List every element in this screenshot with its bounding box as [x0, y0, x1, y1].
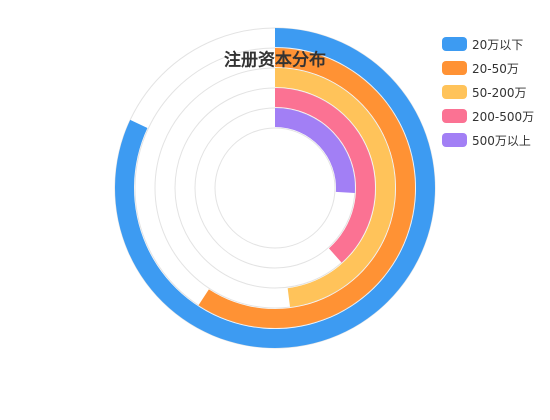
legend-swatch	[442, 61, 467, 75]
chart-legend: 20万以下 20-50万 50-200万 200-500万 500万以上	[442, 32, 534, 152]
bar-5[interactable]	[275, 108, 355, 194]
legend-item-4[interactable]: 200-500万	[442, 104, 534, 128]
legend-swatch	[442, 109, 467, 123]
legend-item-5[interactable]: 500万以上	[442, 128, 534, 152]
chart-title: 注册资本分布	[224, 50, 326, 71]
legend-swatch	[442, 85, 467, 99]
legend-item-3[interactable]: 50-200万	[442, 80, 534, 104]
legend-item-1[interactable]: 20万以下	[442, 32, 534, 56]
grid-ring	[214, 127, 336, 249]
legend-label: 20万以下	[472, 37, 524, 52]
legend-label: 50-200万	[472, 85, 527, 100]
legend-item-2[interactable]: 20-50万	[442, 56, 534, 80]
bar-2[interactable]	[198, 48, 415, 328]
legend-swatch	[442, 133, 467, 147]
radial-bars	[114, 28, 435, 348]
bar-3[interactable]	[275, 68, 396, 308]
bar-4[interactable]	[275, 88, 375, 263]
legend-swatch	[442, 37, 467, 51]
legend-label: 20-50万	[472, 61, 519, 76]
legend-label: 500万以上	[472, 133, 531, 148]
legend-label: 200-500万	[472, 109, 535, 124]
